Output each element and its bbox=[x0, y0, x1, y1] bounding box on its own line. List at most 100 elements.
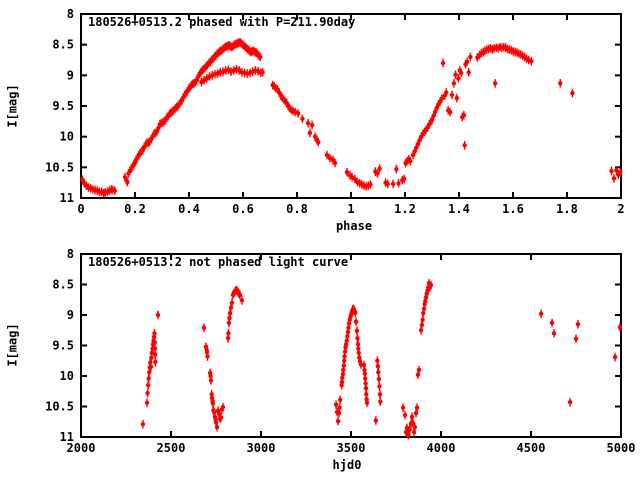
data-point bbox=[316, 137, 321, 147]
x-tick-label: 0.2 bbox=[124, 202, 146, 216]
data-point bbox=[549, 318, 555, 328]
data-point bbox=[205, 352, 210, 361]
phased-x-axis-label: phase bbox=[335, 219, 373, 233]
y-tick-label: 8.5 bbox=[52, 278, 74, 292]
data-point bbox=[152, 350, 158, 359]
data-point bbox=[609, 166, 614, 176]
x-tick-label: 1.6 bbox=[502, 202, 524, 216]
data-point bbox=[208, 375, 214, 385]
data-point bbox=[337, 403, 342, 413]
data-point bbox=[617, 322, 623, 332]
y-tick-label: 10.5 bbox=[45, 400, 74, 414]
data-point bbox=[614, 166, 619, 175]
y-tick-label: 10.5 bbox=[45, 160, 74, 174]
data-point bbox=[449, 90, 455, 100]
data-point bbox=[112, 186, 117, 195]
data-point bbox=[551, 329, 557, 338]
x-tick-label: 3000 bbox=[247, 441, 276, 455]
x-tick-label: 0.6 bbox=[232, 202, 254, 216]
data-point bbox=[125, 177, 130, 187]
data-point bbox=[229, 298, 235, 308]
data-point bbox=[416, 365, 422, 375]
x-tick-label: 0.8 bbox=[286, 202, 308, 216]
y-tick-label: 11 bbox=[60, 430, 74, 444]
data-point bbox=[368, 180, 373, 189]
data-point bbox=[453, 70, 458, 80]
x-tick-label: 2500 bbox=[157, 441, 186, 455]
data-point bbox=[364, 398, 370, 408]
y-tick-label: 8 bbox=[67, 247, 74, 261]
data-point bbox=[573, 334, 579, 344]
y-tick-label: 8.5 bbox=[52, 38, 74, 52]
data-point bbox=[260, 67, 265, 77]
data-point bbox=[307, 128, 313, 138]
data-point bbox=[402, 410, 408, 420]
data-point bbox=[377, 390, 383, 399]
data-point bbox=[611, 174, 617, 183]
data-point bbox=[377, 382, 382, 391]
phased-y-axis-label: I[mag] bbox=[5, 84, 20, 128]
data-point bbox=[376, 374, 382, 384]
y-tick-label: 10 bbox=[60, 130, 74, 144]
data-point bbox=[612, 352, 618, 362]
data-point bbox=[439, 94, 444, 103]
x-tick-label: 3500 bbox=[337, 441, 366, 455]
data-point bbox=[237, 290, 243, 300]
data-point bbox=[305, 118, 311, 128]
data-point bbox=[558, 79, 563, 88]
x-tick-label: 0 bbox=[77, 202, 84, 216]
data-point bbox=[336, 408, 342, 418]
data-point bbox=[396, 178, 401, 188]
data-point bbox=[567, 397, 573, 407]
data-point bbox=[412, 422, 418, 432]
data-point bbox=[468, 52, 473, 62]
data-point bbox=[492, 79, 498, 88]
data-point bbox=[538, 309, 544, 319]
y-tick-label: 10 bbox=[60, 369, 74, 383]
data-point bbox=[617, 168, 623, 178]
data-point bbox=[394, 164, 399, 174]
data-point bbox=[462, 140, 467, 150]
x-tick-label: 4000 bbox=[427, 441, 456, 455]
x-tick-label: 0.4 bbox=[178, 202, 200, 216]
data-point bbox=[354, 326, 360, 336]
data-point bbox=[410, 418, 416, 428]
data-point bbox=[406, 430, 411, 440]
x-tick-label: 5000 bbox=[607, 441, 636, 455]
data-point bbox=[377, 164, 382, 173]
x-tick-label: 4500 bbox=[517, 441, 546, 455]
data-point bbox=[456, 74, 461, 83]
y-tick-label: 11 bbox=[60, 191, 74, 205]
data-point bbox=[440, 58, 446, 68]
data-point bbox=[466, 67, 471, 77]
data-point bbox=[407, 425, 412, 434]
data-point bbox=[239, 296, 245, 305]
data-point bbox=[378, 397, 383, 406]
y-tick-label: 9 bbox=[67, 308, 74, 322]
data-point bbox=[401, 174, 407, 184]
data-point bbox=[332, 158, 338, 168]
data-point bbox=[344, 167, 350, 177]
plot-border bbox=[80, 13, 622, 199]
data-point bbox=[227, 308, 233, 318]
x-tick-label: 1 bbox=[347, 202, 354, 216]
data-point bbox=[451, 79, 457, 88]
data-point bbox=[373, 416, 379, 425]
data-point bbox=[447, 107, 453, 117]
x-tick-label: 2000 bbox=[67, 441, 96, 455]
data-point bbox=[338, 395, 343, 405]
data-point bbox=[201, 323, 207, 333]
data-point bbox=[220, 402, 226, 412]
data-point bbox=[454, 93, 460, 103]
unphased-x-axis-label: hjd0 bbox=[332, 458, 362, 472]
unphased-y-axis-label: I[mag] bbox=[5, 323, 20, 367]
data-points bbox=[140, 278, 623, 440]
data-point bbox=[375, 169, 380, 178]
data-points bbox=[80, 37, 623, 198]
data-point bbox=[458, 68, 464, 78]
data-point bbox=[385, 179, 390, 189]
data-point bbox=[408, 156, 413, 166]
data-point bbox=[353, 317, 359, 327]
data-point bbox=[144, 398, 150, 408]
